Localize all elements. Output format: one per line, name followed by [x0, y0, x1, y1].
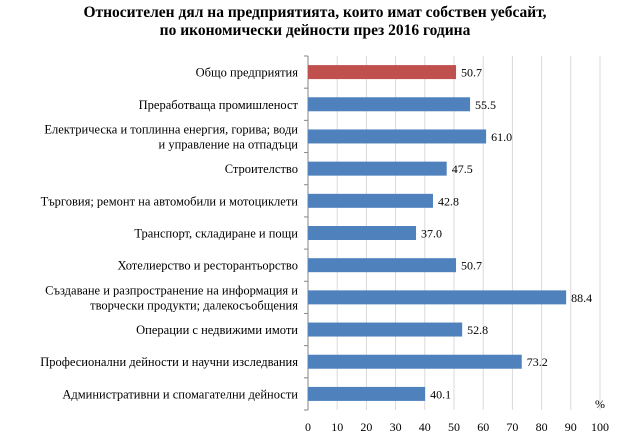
data-label: 47.5 [452, 162, 473, 176]
category-label: Транспорт, складиране и пощи [134, 227, 298, 241]
bar [308, 97, 471, 112]
x-tick-label: 90 [565, 420, 577, 434]
category-label: Електрическа и топлинна енергия, горива;… [44, 122, 298, 136]
bar [308, 226, 417, 240]
data-label: 55.5 [475, 98, 496, 112]
data-label: 42.8 [438, 194, 459, 208]
data-label: 50.7 [461, 66, 482, 80]
x-tick-label: 100 [591, 420, 609, 434]
bar [308, 386, 426, 401]
category-label: Търговия; ремонт на автомобили и мотоцик… [41, 194, 299, 208]
data-label: 52.8 [467, 323, 488, 337]
x-tick-label: 70 [506, 420, 518, 434]
data-label: 88.4 [571, 291, 592, 305]
x-tick-label: 60 [477, 420, 489, 434]
bar [308, 161, 447, 176]
category-label: Хотелиерство и ресторантьорство [117, 259, 298, 273]
bar [308, 65, 457, 80]
category-label: Преработваща промишленост [139, 98, 299, 112]
x-tick-label: 10 [331, 420, 343, 434]
category-label: Общо предприятия [196, 66, 299, 80]
category-label: творчески продукти; далекосъобщения [90, 298, 298, 312]
x-tick-label: 20 [360, 420, 372, 434]
data-label: 37.0 [421, 227, 442, 241]
bar [308, 290, 567, 305]
x-tick-label: 30 [390, 420, 402, 434]
data-label: 40.1 [430, 387, 451, 401]
category-label: и управление на отпадъци [159, 137, 299, 151]
category-label: Професионални дейности и научни изследва… [40, 355, 298, 369]
bar [308, 129, 487, 144]
bar [308, 354, 522, 369]
x-tick-label: 40 [419, 420, 431, 434]
x-tick-label: 50 [448, 420, 460, 434]
x-tick-label: 80 [536, 420, 548, 434]
data-label: 61.0 [491, 130, 512, 144]
data-label: 73.2 [527, 355, 548, 369]
unit-label: % [595, 397, 605, 411]
chart-title-line-2: по икономически дейности през 2016 годин… [159, 22, 471, 39]
bar [308, 322, 463, 337]
chart-title-line-1: Относителен дял на предприятията, които … [83, 4, 547, 21]
x-tick-label: 0 [305, 420, 311, 434]
category-label: Строителство [225, 162, 298, 176]
chart-title: Относителен дял на предприятията, които … [0, 4, 630, 40]
bar [308, 258, 457, 273]
category-label: Операции с недвижими имоти [136, 323, 298, 337]
data-label: 50.7 [461, 259, 482, 273]
bar [308, 193, 433, 208]
category-label: Създаване и разпространение на информаци… [45, 283, 298, 297]
category-label: Административни и спомагателни дейности [62, 387, 298, 401]
